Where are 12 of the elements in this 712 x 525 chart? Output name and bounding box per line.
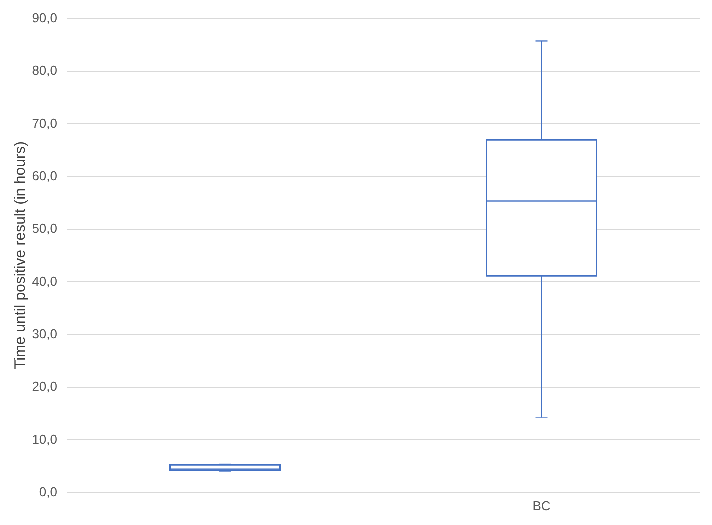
y-tick-label: 70,0 [32, 116, 58, 131]
y-tick-label: 40,0 [32, 274, 58, 289]
y-tick-label: 10,0 [32, 432, 58, 447]
y-tick-label: 60,0 [32, 168, 58, 184]
y-tick-label: 20,0 [32, 379, 58, 394]
y-tick-label: 50,0 [32, 221, 58, 236]
y-tick-label: 30,0 [32, 326, 58, 342]
y-tick-label: 0,0 [39, 484, 58, 500]
y-tick-label: 90,0 [32, 10, 58, 26]
x-tick-label: BC [532, 498, 551, 514]
y-tick-label: 80,0 [32, 63, 58, 78]
y-axis-title: Time until positive result (in hours) [12, 142, 30, 370]
